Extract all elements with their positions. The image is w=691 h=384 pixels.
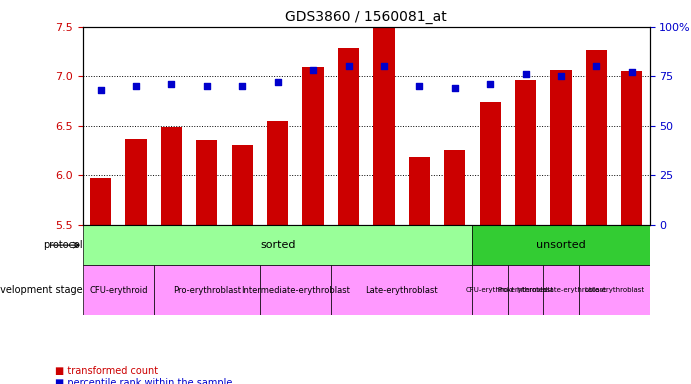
FancyBboxPatch shape bbox=[260, 265, 331, 315]
Point bbox=[237, 83, 248, 89]
Point bbox=[626, 70, 637, 76]
Point bbox=[166, 81, 177, 88]
Bar bbox=[444, 150, 465, 225]
Text: Intermediate-erythroblast: Intermediate-erythroblast bbox=[241, 286, 350, 295]
Bar bbox=[480, 102, 501, 225]
Point bbox=[131, 83, 142, 89]
Bar bbox=[408, 157, 430, 225]
Bar bbox=[231, 145, 253, 225]
Bar bbox=[621, 71, 643, 225]
Bar bbox=[515, 80, 536, 225]
Text: ■ percentile rank within the sample: ■ percentile rank within the sample bbox=[55, 378, 233, 384]
Point bbox=[484, 81, 495, 88]
Title: GDS3860 / 1560081_at: GDS3860 / 1560081_at bbox=[285, 10, 447, 25]
FancyBboxPatch shape bbox=[578, 265, 650, 315]
FancyBboxPatch shape bbox=[473, 225, 650, 265]
Text: CFU-erythroid: CFU-erythroid bbox=[466, 287, 514, 293]
Bar bbox=[196, 140, 218, 225]
Text: CFU-erythroid: CFU-erythroid bbox=[89, 286, 148, 295]
FancyBboxPatch shape bbox=[153, 265, 260, 315]
Bar bbox=[90, 178, 111, 225]
Text: Pro-erythroblast: Pro-erythroblast bbox=[173, 286, 241, 295]
Point bbox=[272, 79, 283, 85]
Text: ■ transformed count: ■ transformed count bbox=[55, 366, 158, 376]
FancyBboxPatch shape bbox=[331, 265, 473, 315]
Bar bbox=[373, 28, 395, 225]
Point bbox=[343, 63, 354, 70]
Bar bbox=[586, 50, 607, 225]
FancyBboxPatch shape bbox=[543, 265, 578, 315]
Point bbox=[449, 85, 460, 91]
Bar bbox=[161, 127, 182, 225]
Point bbox=[556, 73, 567, 79]
Bar bbox=[338, 48, 359, 225]
FancyBboxPatch shape bbox=[473, 265, 508, 315]
Point bbox=[414, 83, 425, 89]
FancyBboxPatch shape bbox=[508, 265, 543, 315]
Point bbox=[520, 71, 531, 78]
Text: development stage: development stage bbox=[0, 285, 83, 295]
Point bbox=[201, 83, 212, 89]
Text: sorted: sorted bbox=[260, 240, 296, 250]
Point bbox=[379, 63, 390, 70]
Text: Late-erythroblast: Late-erythroblast bbox=[584, 287, 644, 293]
Text: unsorted: unsorted bbox=[536, 240, 586, 250]
Bar bbox=[126, 139, 146, 225]
Text: Late-erythroblast: Late-erythroblast bbox=[366, 286, 438, 295]
Bar bbox=[550, 70, 571, 225]
Text: Pro-erythroblast: Pro-erythroblast bbox=[498, 287, 553, 293]
Point bbox=[591, 63, 602, 70]
Point bbox=[307, 67, 319, 73]
Text: protocol: protocol bbox=[44, 240, 83, 250]
Point bbox=[95, 87, 106, 93]
Text: Intermediate-erythroblast: Intermediate-erythroblast bbox=[516, 287, 606, 293]
Bar bbox=[303, 68, 323, 225]
Bar bbox=[267, 121, 288, 225]
FancyBboxPatch shape bbox=[83, 225, 473, 265]
FancyBboxPatch shape bbox=[83, 265, 153, 315]
